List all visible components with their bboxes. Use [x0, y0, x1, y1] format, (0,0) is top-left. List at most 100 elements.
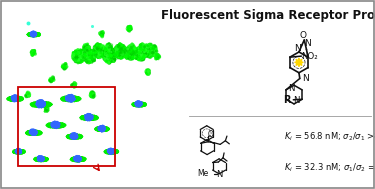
Point	[74, 97, 80, 100]
Point	[82, 157, 88, 160]
Point	[100, 126, 106, 129]
Point	[16, 97, 22, 100]
Point	[76, 135, 82, 138]
Point	[35, 132, 41, 135]
Point	[95, 48, 101, 51]
Point	[20, 149, 26, 152]
Point	[38, 159, 44, 162]
Point	[32, 32, 38, 35]
Point	[61, 96, 67, 99]
Point	[36, 103, 42, 106]
Point	[24, 130, 30, 133]
Point	[64, 98, 70, 101]
Point	[140, 102, 146, 105]
Point	[90, 52, 96, 55]
Point	[125, 51, 131, 54]
Point	[61, 96, 67, 99]
Point	[139, 103, 145, 106]
Point	[27, 131, 33, 134]
Point	[37, 159, 43, 162]
Point	[103, 127, 109, 130]
Point	[15, 148, 21, 151]
Point	[151, 46, 157, 49]
Point	[105, 149, 111, 152]
Point	[45, 124, 51, 127]
Point	[89, 51, 95, 54]
Point	[113, 150, 119, 153]
Point	[106, 150, 112, 153]
Point	[102, 149, 108, 152]
Point	[30, 33, 36, 36]
Point	[69, 156, 75, 159]
Point	[111, 54, 117, 57]
Point	[108, 56, 114, 59]
Point	[69, 156, 75, 160]
Point	[17, 151, 23, 154]
Point	[140, 102, 146, 105]
Point	[31, 132, 37, 135]
Point	[82, 117, 88, 120]
Point	[64, 99, 70, 102]
Point	[30, 129, 36, 132]
Point	[76, 136, 82, 139]
Point	[142, 103, 148, 106]
Point	[73, 157, 79, 160]
Point	[13, 151, 19, 154]
Point	[131, 102, 137, 105]
Point	[8, 95, 14, 98]
Point	[56, 122, 62, 125]
Point	[78, 115, 84, 119]
Point	[43, 156, 49, 160]
Point	[99, 32, 105, 35]
Point	[43, 158, 49, 161]
Point	[88, 118, 94, 121]
Point	[59, 97, 65, 100]
Point	[34, 33, 40, 36]
Point	[134, 101, 140, 104]
Point	[61, 95, 67, 98]
Point	[33, 158, 39, 161]
Point	[140, 103, 146, 106]
Point	[44, 157, 50, 160]
Point	[30, 33, 36, 36]
Point	[42, 157, 48, 160]
Point	[39, 159, 45, 162]
Point	[34, 33, 40, 36]
Point	[103, 150, 109, 153]
Point	[80, 158, 86, 161]
Point	[86, 55, 92, 58]
Point	[133, 103, 139, 106]
Point	[33, 32, 39, 35]
Point	[98, 129, 104, 132]
Point	[57, 125, 63, 128]
Point	[73, 136, 79, 139]
Point	[43, 157, 49, 160]
Point	[94, 129, 100, 132]
Point	[83, 115, 89, 118]
Point	[28, 34, 34, 37]
Point	[36, 132, 42, 135]
Point	[62, 97, 68, 100]
Point	[78, 158, 84, 161]
Point	[16, 97, 22, 100]
Text: O: O	[300, 31, 307, 40]
Point	[75, 134, 81, 137]
Point	[24, 130, 30, 133]
Point	[53, 122, 59, 125]
Point	[32, 132, 38, 135]
Point	[47, 124, 53, 127]
Point	[67, 135, 73, 138]
Point	[107, 151, 113, 154]
Point	[112, 150, 118, 153]
Point	[70, 53, 76, 56]
Point	[21, 149, 27, 152]
Point	[69, 157, 75, 160]
Point	[79, 157, 85, 160]
Point	[106, 50, 112, 53]
Point	[137, 104, 143, 107]
Point	[35, 33, 41, 36]
Point	[13, 151, 19, 154]
Point	[153, 53, 159, 57]
Point	[49, 122, 55, 125]
Point	[16, 151, 22, 154]
